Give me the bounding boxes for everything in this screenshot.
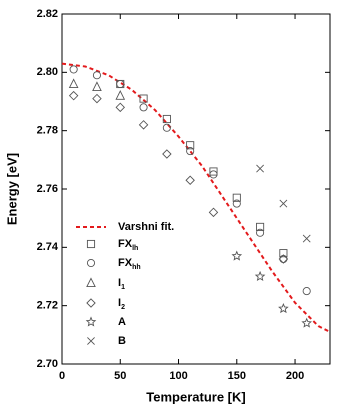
data-point: [256, 164, 265, 173]
y-tick-label: 2.78: [37, 125, 58, 137]
legend-swatch: [87, 337, 95, 345]
x-tick-label: 200: [286, 370, 304, 382]
data-point: [302, 234, 311, 243]
data-point: [162, 114, 171, 124]
data-point: [186, 147, 195, 156]
data-point: [256, 222, 265, 231]
legend-name: FX: [118, 238, 133, 250]
legend-name: FX: [118, 257, 133, 269]
x-tick-label: 100: [169, 370, 187, 382]
legend-subscript: 2: [121, 304, 125, 311]
data-point: [139, 103, 148, 112]
y-tick-label: 2.80: [37, 66, 58, 78]
y-tick-label: 2.74: [37, 241, 59, 253]
legend-name: B: [118, 335, 126, 347]
data-point: [68, 90, 79, 101]
data-point: [185, 175, 195, 185]
legend-name: I: [118, 277, 121, 289]
legend-label: FXhh: [118, 257, 141, 271]
legend-label: I1: [118, 277, 125, 291]
data-point: [231, 250, 243, 261]
legend-subscript: lh: [132, 245, 138, 252]
data-point: [186, 141, 195, 150]
data-point: [302, 287, 311, 296]
legend-subscript: hh: [132, 264, 141, 271]
data-point: [68, 78, 79, 89]
legend-name: A: [118, 316, 126, 328]
data-point: [209, 170, 218, 179]
data-point: [301, 317, 312, 328]
data-point: [162, 149, 172, 159]
y-tick-label: 2.70: [37, 358, 58, 370]
legend-swatch: [86, 258, 96, 268]
data-point: [138, 120, 149, 130]
y-tick-label: 2.76: [37, 183, 58, 195]
data-point: [115, 90, 126, 100]
x-axis-label: Temperature [K]: [146, 389, 245, 404]
data-point: [116, 79, 125, 89]
legend-name: I: [118, 297, 121, 309]
data-point: [278, 303, 289, 314]
data-point: [278, 254, 289, 264]
x-tick-label: 0: [59, 370, 65, 382]
fit-line: [61, 62, 331, 333]
legend-swatch: [86, 298, 96, 308]
data-point: [92, 93, 102, 104]
data-point: [92, 81, 102, 91]
data-point: [208, 207, 219, 218]
data-point: [139, 94, 148, 103]
x-tick-label: 50: [114, 370, 126, 382]
data-point: [256, 228, 265, 237]
legend-label: FXlh: [118, 238, 138, 252]
y-tick-label: 2.82: [37, 8, 58, 20]
legend-swatch: [86, 277, 96, 288]
data-point: [69, 65, 78, 74]
x-tick-label: 150: [228, 370, 246, 382]
legend-label: B: [118, 335, 126, 347]
data-point: [254, 270, 266, 282]
data-point: [279, 199, 288, 208]
data-point: [279, 249, 288, 258]
legend-swatch: [85, 316, 97, 327]
legend-label: I2: [118, 297, 125, 311]
legend-label: Varshni fit.: [118, 221, 174, 233]
data-point: [162, 123, 171, 132]
y-tick-label: 2.72: [37, 300, 58, 312]
legend-subscript: 1: [121, 284, 125, 291]
y-axis-label: Energy [eV]: [4, 153, 19, 225]
data-point: [92, 71, 102, 80]
data-point: [209, 167, 218, 176]
legend-name: Varshni fit.: [118, 221, 174, 233]
data-point: [115, 102, 125, 113]
data-point: [232, 193, 241, 202]
plot-frame: [61, 13, 331, 365]
legend-swatch: [86, 239, 96, 249]
legend-label: A: [118, 316, 126, 328]
data-point: [232, 199, 241, 208]
